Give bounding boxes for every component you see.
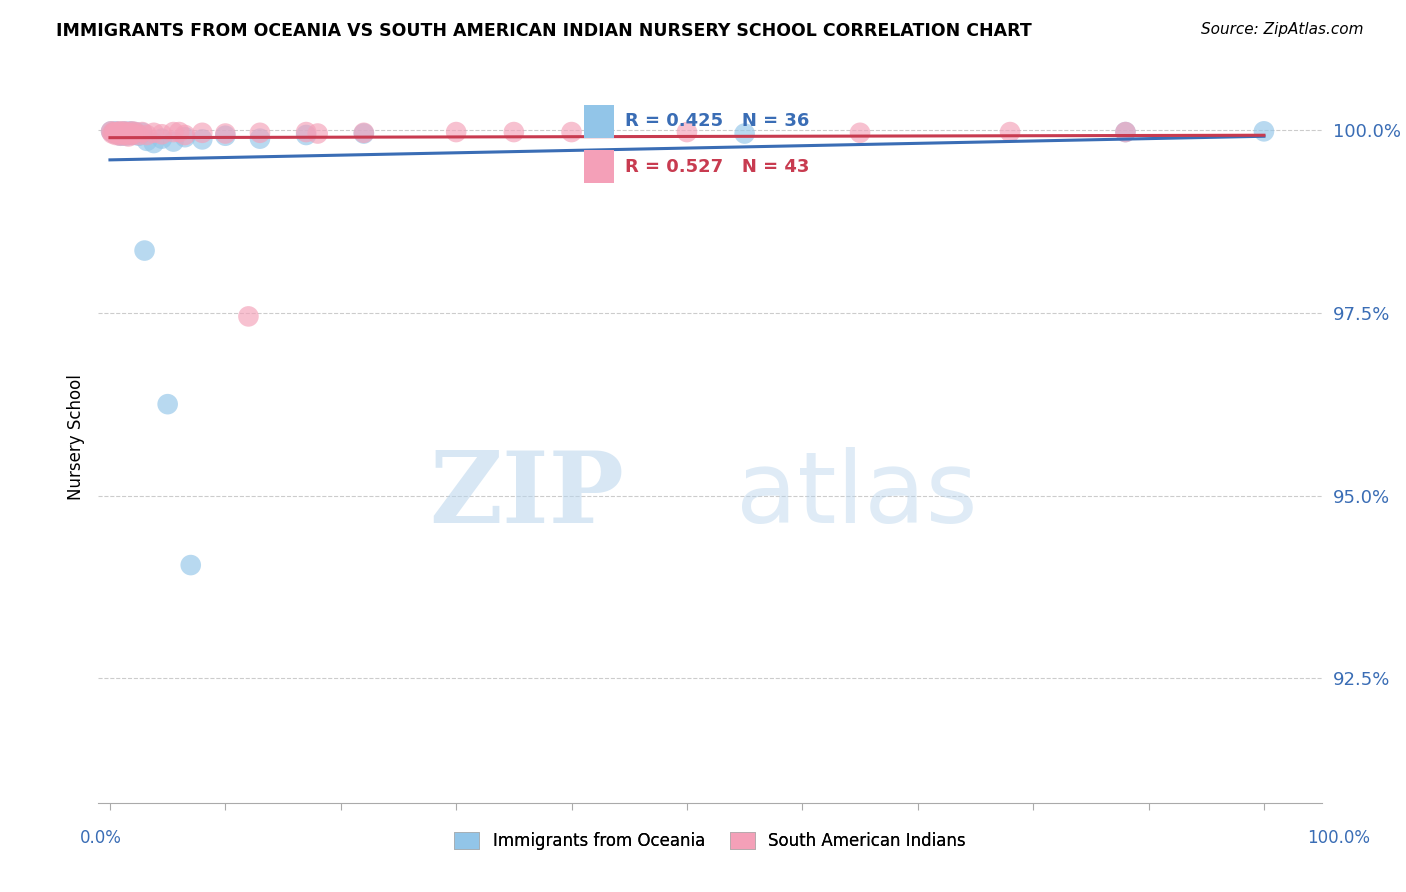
Point (124, 125, 146, 139)
Point (180, 558, 202, 573)
Point (214, 127, 236, 141)
Point (117, 127, 139, 141)
Text: 0.0%: 0.0% (80, 829, 122, 847)
Point (101, 127, 124, 141)
Point (112, 124, 135, 138)
Point (128, 128, 150, 143)
Point (131, 126, 153, 140)
Point (121, 124, 143, 138)
Point (1114, 125, 1136, 139)
Point (191, 126, 214, 140)
Point (100, 124, 122, 138)
Point (107, 128, 129, 142)
Point (111, 128, 134, 142)
Point (128, 128, 150, 142)
Point (124, 125, 146, 139)
Text: IMMIGRANTS FROM OCEANIA VS SOUTH AMERICAN INDIAN NURSERY SCHOOL CORRELATION CHAR: IMMIGRANTS FROM OCEANIA VS SOUTH AMERICA… (56, 22, 1032, 40)
Point (108, 124, 131, 138)
Point (110, 128, 132, 143)
Point (134, 244, 156, 258)
Point (110, 127, 132, 141)
Point (249, 131, 271, 145)
Point (111, 128, 134, 142)
Point (120, 128, 142, 142)
Point (174, 130, 197, 145)
Point (117, 125, 139, 139)
Point (214, 128, 236, 143)
Point (114, 127, 136, 141)
Point (156, 397, 179, 411)
Point (103, 125, 125, 139)
Point (142, 136, 165, 150)
Point (105, 125, 128, 139)
Point (150, 131, 173, 145)
Point (115, 125, 138, 139)
Point (110, 126, 132, 140)
Point (998, 125, 1021, 139)
Point (118, 126, 141, 140)
Point (135, 134, 157, 148)
Point (103, 126, 125, 140)
Point (353, 126, 375, 140)
Point (167, 125, 190, 139)
Text: 100.0%: 100.0% (1308, 829, 1369, 847)
Point (122, 128, 145, 142)
Point (104, 127, 127, 141)
Legend: Immigrants from Oceania, South American Indians: Immigrants from Oceania, South American … (447, 825, 973, 856)
Point (103, 125, 125, 139)
Text: atlas: atlas (735, 447, 977, 544)
Point (295, 125, 318, 139)
Point (108, 126, 131, 140)
Point (353, 127, 375, 141)
Point (174, 128, 197, 142)
Point (849, 126, 872, 140)
Point (444, 125, 467, 139)
Point (1253, 124, 1275, 138)
Point (295, 128, 318, 142)
Point (150, 128, 173, 142)
Point (114, 128, 136, 142)
Point (122, 128, 145, 142)
Point (307, 127, 329, 141)
Point (561, 125, 583, 139)
Point (100, 124, 122, 138)
Point (131, 125, 153, 139)
Point (105, 124, 128, 138)
Text: Source: ZipAtlas.com: Source: ZipAtlas.com (1201, 22, 1364, 37)
Point (191, 132, 214, 146)
Point (117, 128, 139, 142)
Point (112, 124, 135, 138)
Point (142, 126, 165, 140)
Point (162, 135, 184, 149)
Point (104, 128, 127, 142)
Point (162, 125, 184, 139)
Point (734, 127, 756, 141)
Point (115, 128, 138, 143)
Point (238, 310, 260, 324)
Point (135, 128, 157, 142)
Point (676, 125, 699, 139)
Point (117, 129, 139, 144)
Point (103, 126, 125, 140)
Text: ZIP: ZIP (429, 447, 624, 544)
Point (502, 125, 524, 139)
Point (110, 128, 132, 143)
Point (1114, 125, 1136, 139)
Y-axis label: Nursery School: Nursery School (66, 374, 84, 500)
Point (107, 128, 129, 142)
Point (120, 124, 142, 138)
Point (249, 126, 271, 140)
